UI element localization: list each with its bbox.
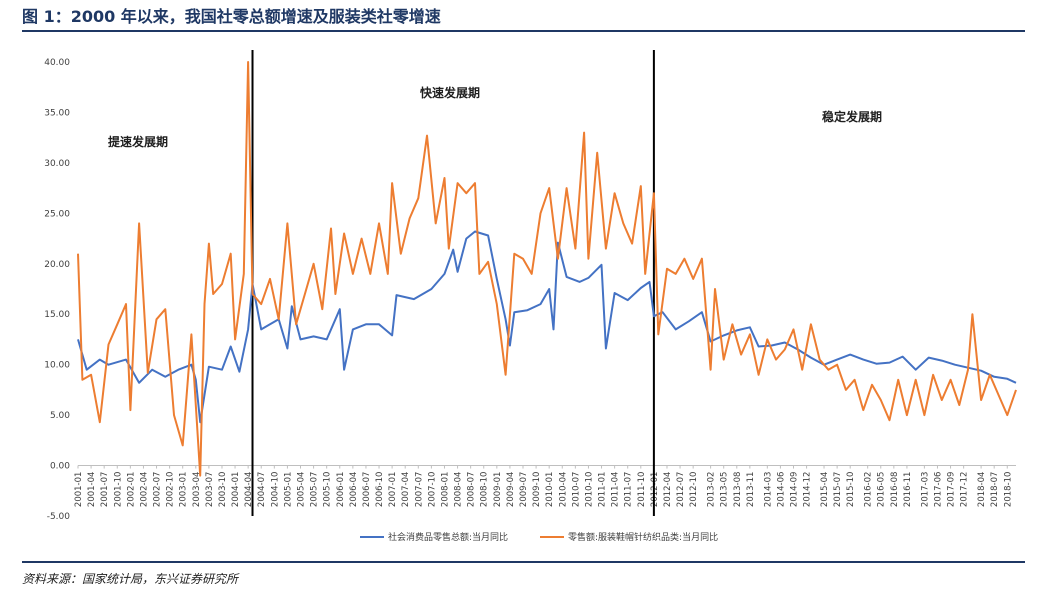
x-tick-label-29: 2008-04	[454, 472, 464, 508]
y-tick-label-7: 5.00	[50, 411, 70, 421]
series-layer	[77, 61, 1017, 477]
phase-label-1: 提速发展期	[108, 134, 168, 149]
y-tick-label-1: 35.00	[44, 108, 70, 118]
x-tick-label-32: 2009-01	[493, 472, 503, 508]
x-tick-label-55: 2014-12	[803, 472, 813, 508]
x-tick-label-20: 2006-01	[336, 472, 346, 508]
x-tick-label-9: 2003-04	[192, 472, 202, 508]
x-tick-label-42: 2011-07	[624, 472, 634, 508]
x-tick-label-40: 2011-01	[598, 472, 608, 508]
x-tick-label-33: 2009-04	[506, 472, 516, 508]
x-tick-label-59: 2016-02	[864, 472, 874, 508]
x-tick-label-26: 2007-07	[414, 472, 424, 508]
x-tick-label-3: 2001-10	[113, 472, 123, 508]
x-tick-label-69: 2018-10	[1003, 472, 1013, 508]
x-tick-label-7: 2002-10	[166, 472, 176, 508]
y-tick-label-4: 20.00	[44, 260, 70, 270]
x-axis: 2001-01 2001-04 2001-07 2001-10 2002-01 2002-…	[74, 465, 1013, 508]
x-tick-label-6: 2002-07	[153, 472, 163, 508]
x-tick-label-43: 2011-10	[637, 472, 647, 508]
x-tick-label-14: 2004-07	[257, 472, 267, 508]
x-tick-label-51: 2013-11	[746, 472, 756, 508]
x-tick-label-63: 2017-03	[920, 472, 930, 508]
source-note: 资料来源：国家统计局，东兴证券研究所	[22, 572, 239, 586]
x-tick-label-38: 2010-07	[571, 472, 581, 508]
phase-dividers	[251, 50, 655, 516]
x-tick-label-18: 2005-07	[310, 472, 320, 508]
x-tick-label-65: 2017-09	[947, 472, 957, 508]
phase-label-3: 稳定发展期	[822, 109, 882, 124]
x-tick-label-28: 2008-01	[440, 472, 450, 508]
x-tick-label-53: 2014-06	[776, 472, 786, 508]
x-tick-label-52: 2014-03	[763, 472, 773, 508]
y-tick-label-6: 10.00	[44, 361, 70, 371]
x-tick-label-1: 2001-04	[87, 472, 97, 508]
x-tick-label-31: 2008-10	[480, 472, 490, 508]
legend-label-series2: 零售额:服装鞋帽针纺织品类:当月同比	[568, 531, 718, 543]
x-tick-label-36: 2010-01	[545, 472, 555, 508]
x-tick-label-60: 2016-05	[877, 472, 887, 508]
legend: 社会消费品零售总额:当月同比 零售额:服装鞋帽针纺织品类:当月同比	[360, 531, 718, 543]
x-tick-label-35: 2009-10	[532, 472, 542, 508]
x-tick-label-49: 2013-05	[720, 472, 730, 508]
x-tick-label-2: 2001-07	[100, 472, 110, 508]
x-tick-label-22: 2006-07	[362, 472, 372, 508]
y-tick-label-2: 30.00	[44, 159, 70, 169]
x-tick-label-48: 2013-02	[707, 472, 717, 508]
y-tick-label-8: 0.00	[50, 462, 70, 472]
y-tick-label-0: 40.00	[44, 58, 70, 68]
x-tick-label-0: 2001-01	[74, 472, 84, 508]
x-tick-label-19: 2005-10	[323, 472, 333, 508]
y-tick-label-5: 15.00	[44, 310, 70, 320]
x-tick-label-46: 2012-07	[676, 472, 686, 508]
series-line-1	[77, 230, 1017, 424]
line-chart: 40.00 35.00 30.00 25.00 20.00 15.00 10.00 5.00 0…	[44, 50, 1017, 543]
x-tick-label-5: 2002-04	[139, 472, 149, 508]
x-tick-label-45: 2012-04	[663, 472, 673, 508]
x-tick-label-15: 2004-10	[270, 472, 280, 508]
legend-label-series1: 社会消费品零售总额:当月同比	[388, 531, 508, 543]
x-tick-label-66: 2017-12	[960, 472, 970, 508]
x-tick-label-41: 2011-04	[611, 472, 621, 508]
x-tick-label-57: 2015-07	[833, 472, 843, 508]
x-tick-label-21: 2006-04	[349, 472, 359, 508]
x-tick-label-16: 2005-01	[283, 472, 293, 508]
title-rule	[22, 30, 1025, 32]
x-tick-label-56: 2015-04	[820, 472, 830, 508]
x-tick-label-54: 2014-09	[789, 472, 799, 508]
y-axis: 40.00 35.00 30.00 25.00 20.00 15.00 10.00 5.00 0…	[44, 58, 1016, 522]
phase-label-2: 快速发展期	[420, 85, 480, 100]
x-tick-label-13: 2004-04	[244, 472, 254, 508]
y-tick-label-9: -5.00	[47, 512, 71, 522]
x-tick-label-37: 2010-04	[558, 472, 568, 508]
figure-title: 图 1：2000 年以来，我国社零总额增速及服装类社零增速	[22, 7, 441, 26]
x-tick-label-4: 2002-01	[126, 472, 136, 508]
source-rule	[22, 561, 1025, 563]
x-tick-label-23: 2006-10	[375, 472, 385, 508]
x-tick-label-68: 2018-07	[990, 472, 1000, 508]
x-tick-label-47: 2012-10	[689, 472, 699, 508]
x-tick-label-62: 2016-11	[903, 472, 913, 508]
x-tick-label-11: 2003-10	[218, 472, 228, 508]
x-tick-label-39: 2010-10	[584, 472, 594, 508]
x-tick-label-50: 2013-08	[733, 472, 743, 508]
x-tick-label-64: 2017-06	[933, 472, 943, 508]
x-tick-label-61: 2016-08	[890, 472, 900, 508]
x-tick-label-12: 2004-01	[231, 472, 241, 508]
x-tick-label-10: 2003-07	[205, 472, 215, 508]
x-tick-label-58: 2015-10	[846, 472, 856, 508]
x-tick-label-30: 2008-07	[467, 472, 477, 508]
x-tick-label-27: 2007-10	[427, 472, 437, 508]
y-tick-label-3: 25.00	[44, 209, 70, 219]
x-tick-label-8: 2003-01	[179, 472, 189, 508]
x-tick-label-24: 2007-01	[388, 472, 398, 508]
x-tick-label-25: 2007-04	[401, 472, 411, 508]
x-tick-label-17: 2005-04	[297, 472, 307, 508]
series-line-2	[77, 61, 1017, 477]
x-tick-label-34: 2009-07	[519, 472, 529, 508]
x-tick-label-67: 2018-04	[977, 472, 987, 508]
